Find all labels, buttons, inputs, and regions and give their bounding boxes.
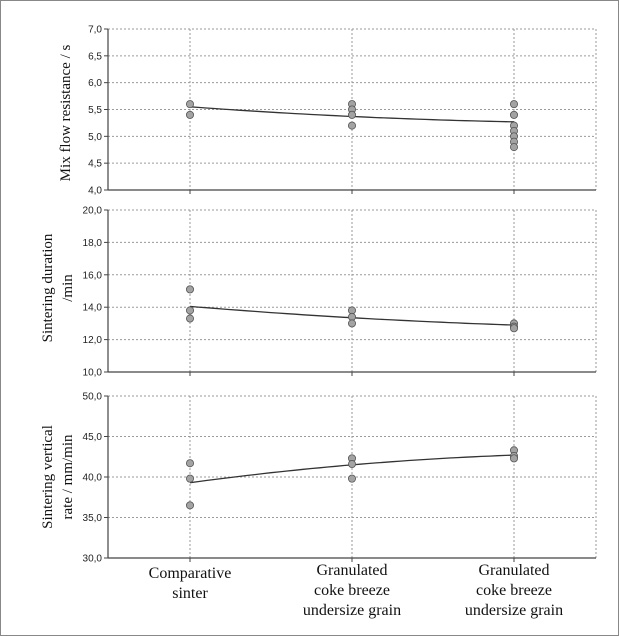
data-point — [185, 501, 194, 510]
panel-2-y-label-line1: Sintering duration — [40, 233, 56, 342]
y-tick-label: 40,0 — [83, 473, 103, 484]
y-tick-label: 4,0 — [88, 186, 102, 197]
panel-1-y-label: Mix flow resistance / s — [58, 45, 74, 182]
data-point — [185, 110, 194, 119]
y-tick-label: 35,0 — [83, 513, 103, 524]
panel-3-points — [185, 446, 518, 510]
category-3-line1: Granulated — [478, 562, 549, 579]
y-tick-label: 30,0 — [83, 554, 103, 565]
x-category-labels: Comparative sinter Granulated coke breez… — [149, 562, 563, 619]
y-tick-label: 5,5 — [88, 105, 102, 116]
data-point — [347, 460, 356, 469]
category-3-line3: undersize grain — [465, 602, 563, 619]
data-point — [509, 110, 518, 119]
panel-3-y-label-line1: Sintering vertical — [40, 425, 56, 529]
panel-2-points — [185, 285, 518, 333]
data-point — [347, 110, 356, 119]
y-tick-label: 20,0 — [83, 206, 103, 217]
category-2-line2: coke breeze — [314, 582, 390, 599]
panel-sintering-vertical-rate: 30,035,040,045,050,0 Sintering vertical … — [40, 392, 597, 565]
data-point — [185, 306, 194, 315]
panel-mix-flow-resistance: 4,0 4,5 5,0 5,5 6,0 6,5 7,0 Mix flow resistanc… — [58, 25, 597, 197]
y-tick-label: 4,5 — [88, 159, 102, 170]
y-tick-label: 6,0 — [88, 78, 102, 89]
data-point — [509, 324, 518, 333]
data-point — [509, 454, 518, 463]
data-point — [509, 100, 518, 109]
y-tick-label: 50,0 — [83, 392, 103, 403]
panel-3-y-ticks: 30,0 35,0 40,0 45,0 50,0 — [83, 392, 108, 565]
category-2-line3: undersize grain — [303, 602, 401, 619]
panel-3-y-label-line2: rate / mm/min — [60, 434, 76, 519]
y-tick-label: 45,0 — [83, 432, 103, 443]
data-point — [185, 459, 194, 468]
panel-2-y-label-line2: /min — [60, 274, 76, 302]
y-tick-label: 5,0 — [88, 132, 102, 143]
data-point — [509, 143, 518, 152]
panel-2-y-ticks: 10,0 12,0 14,0 16,0 18,0 20,0 — [83, 206, 108, 379]
y-tick-label: 14,0 — [83, 303, 103, 314]
panel-sintering-duration: 10,0 12,0 14,0 16,0 18,0 20,0 Sintering durat… — [40, 206, 597, 379]
y-tick-label: 12,0 — [83, 335, 103, 346]
panel-1-y-ticks: 4,0 4,5 5,0 5,5 6,0 6,5 7,0 — [88, 25, 108, 197]
category-1-line1: Comparative — [149, 565, 232, 582]
data-point — [347, 474, 356, 483]
y-tick-label: 6,5 — [88, 51, 102, 62]
data-point — [347, 121, 356, 130]
panel-1-points — [185, 100, 518, 152]
y-tick-label: 16,0 — [83, 270, 103, 281]
data-point — [347, 319, 356, 328]
category-3-line2: coke breeze — [476, 582, 552, 599]
category-1-line2: sinter — [172, 585, 208, 602]
y-tick-label: 10,0 — [83, 368, 103, 379]
y-tick-label: 18,0 — [83, 238, 103, 249]
data-point — [185, 100, 194, 109]
data-point — [185, 285, 194, 294]
data-point — [185, 314, 194, 323]
category-2-line1: Granulated — [316, 562, 387, 579]
data-point — [185, 474, 194, 483]
y-tick-label: 7,0 — [88, 25, 102, 36]
